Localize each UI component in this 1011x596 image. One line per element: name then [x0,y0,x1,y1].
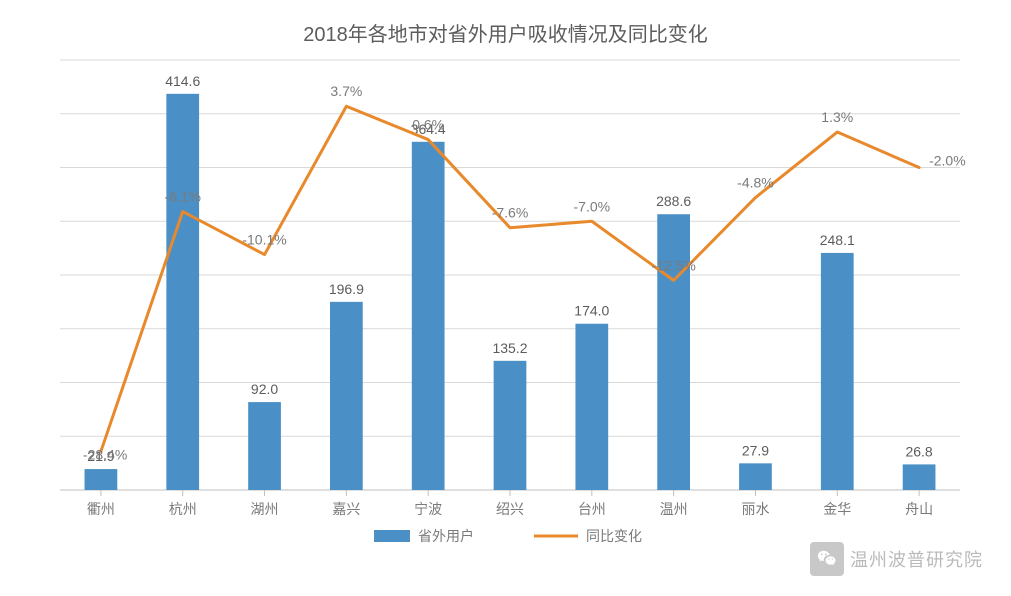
bar [330,302,363,490]
line-value-label: -28.4% [83,446,127,462]
x-tick-label: 湖州 [251,501,279,517]
chart-container: 2018年各地市对省外用户吸收情况及同比变化 21.9414.692.0196.… [0,0,1011,596]
x-tick-label: 绍兴 [496,501,524,517]
bar-value-label: 248.1 [820,232,855,248]
bar-value-label: 92.0 [251,381,278,397]
watermark: 温州波普研究院 [810,542,983,576]
bar-value-label: 174.0 [574,303,609,319]
bar [903,464,936,490]
bar-value-label: 135.2 [492,340,527,356]
chart-title: 2018年各地市对省外用户吸收情况及同比变化 [0,18,1011,47]
bar [575,324,608,490]
line-value-label: -4.8% [737,175,774,191]
x-tick-label: 杭州 [169,501,197,517]
legend-line-label: 同比变化 [586,528,642,544]
bar [821,253,854,490]
x-tick-label: 温州 [660,501,688,517]
line-value-label: -7.6% [492,205,529,221]
x-tick-label: 嘉兴 [332,501,360,517]
legend-bar-swatch [374,530,410,542]
bar [657,214,690,490]
legend-bar-label: 省外用户 [418,528,474,544]
chart-svg: 21.9414.692.0196.9364.4135.2174.0288.627… [0,0,1011,596]
line-value-label: 0.6% [412,117,444,133]
x-tick-label: 金华 [823,501,851,517]
bar [85,469,118,490]
bar [248,402,281,490]
bar [739,463,772,490]
watermark-text: 温州波普研究院 [850,546,983,572]
bar-value-label: 414.6 [165,73,200,89]
wechat-icon [810,542,844,576]
bar-value-label: 27.9 [742,442,769,458]
x-tick-label: 舟山 [905,501,933,517]
line-value-label: 1.3% [821,109,853,125]
bar [166,94,199,490]
line-value-label: -10.1% [242,232,286,248]
bar [494,361,527,490]
line-value-label: 3.7% [330,83,362,99]
bar [412,142,445,490]
x-tick-label: 台州 [578,501,606,517]
line-value-label: -7.0% [574,198,611,214]
line-value-label: -6.1% [164,189,201,205]
line-value-label: -2.0% [929,153,966,169]
bar-value-label: 288.6 [656,193,691,209]
bar-value-label: 196.9 [329,281,364,297]
x-tick-label: 衢州 [87,501,115,517]
x-tick-label: 丽水 [741,501,769,517]
x-tick-label: 宁波 [414,501,442,517]
line-value-label: -12.5% [651,257,695,273]
bar-value-label: 26.8 [905,443,932,459]
